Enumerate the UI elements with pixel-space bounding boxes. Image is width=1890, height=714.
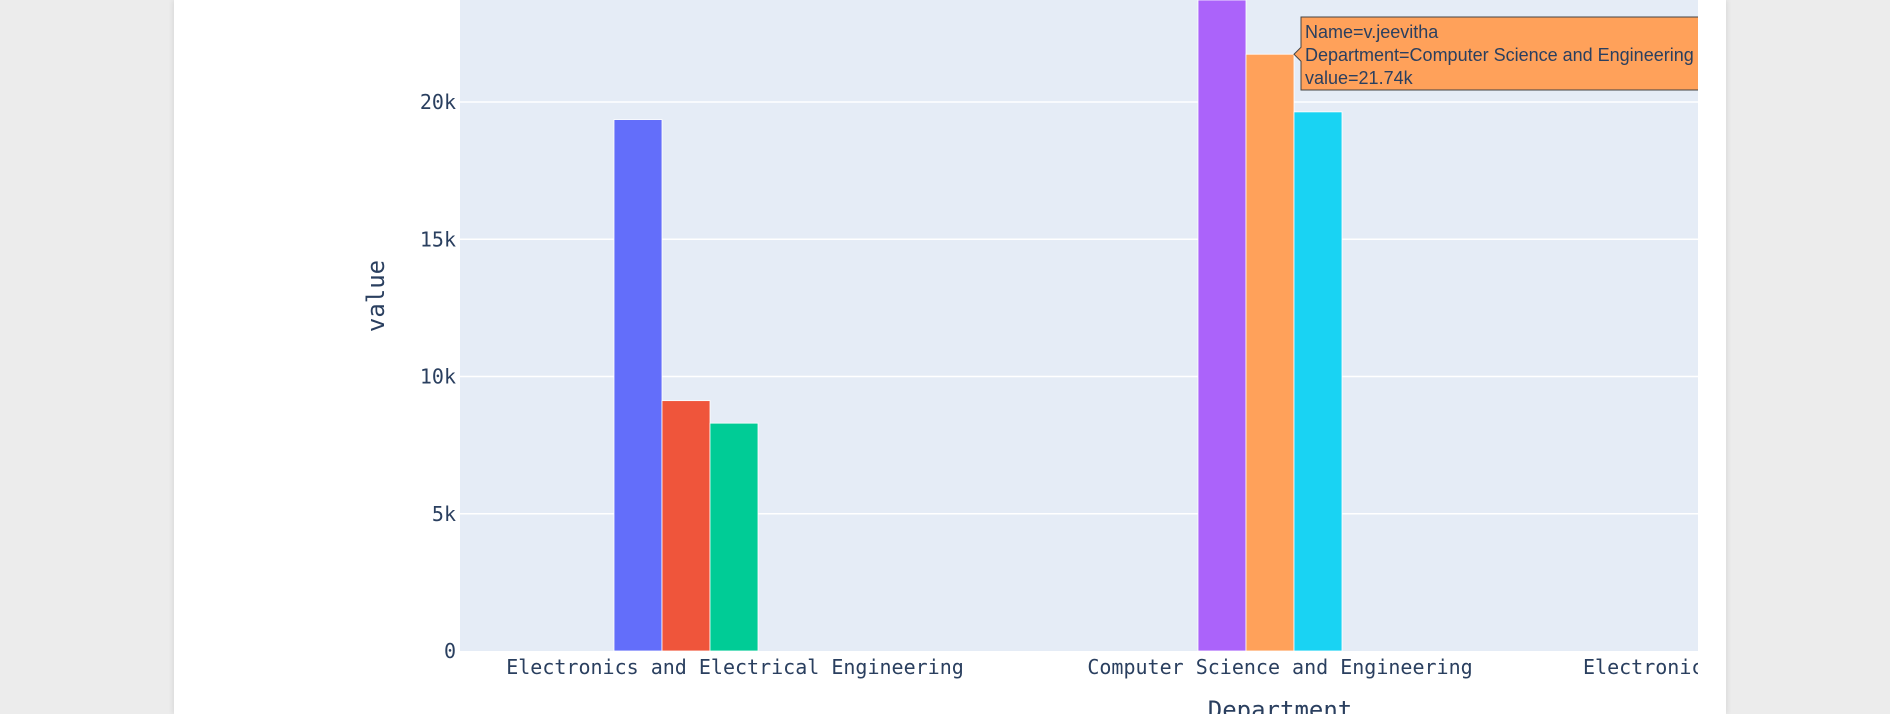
y-axis-title: value [362,260,390,332]
tooltip-line: Name=v.jeevitha [1305,22,1439,42]
y-tick-label: 10k [420,365,456,389]
bar[interactable] [613,119,663,652]
right-clip-area [1698,0,1726,714]
x-axis-title: Department [1208,696,1353,714]
bar[interactable] [709,422,759,652]
bars [613,0,1343,652]
bar[interactable] [661,400,711,652]
hover-tooltip: Name=v.jeevitha Department=Computer Scien… [1293,16,1722,91]
bar[interactable] [1293,111,1343,652]
bar[interactable] [1245,53,1295,652]
x-tick-label: Electronics and Electrical Engineering [506,655,964,679]
x-tick-label: Computer Science and Engineering [1087,655,1472,679]
bar[interactable] [1197,0,1247,652]
y-tick-label: 20k [420,90,456,114]
tooltip-line: Department=Computer Science and Engineer… [1305,45,1694,65]
y-tick-label: 0 [444,639,456,663]
tooltip-line: value=21.74k [1305,68,1414,88]
y-tick-label: 5k [432,502,456,526]
x-tick-label: Electronic [1583,655,1703,679]
y-ticks: 0 5k 10k 15k 20k [420,90,456,663]
x-ticks: Electronics and Electrical Engineering Co… [506,655,1703,679]
y-tick-label: 15k [420,227,456,251]
